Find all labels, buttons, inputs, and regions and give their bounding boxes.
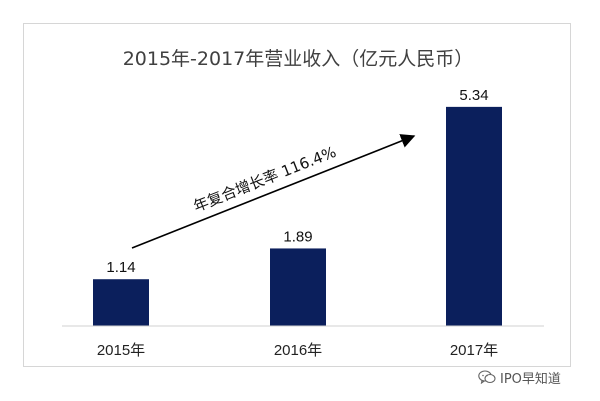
- bar-2: [270, 248, 326, 326]
- wechat-icon: [478, 370, 496, 384]
- chart-title: 2015年-2017年营业收入（亿元人民币）: [123, 48, 474, 70]
- watermark: IPO早知道: [478, 368, 561, 387]
- x-tick-label-3: 2017年: [450, 342, 498, 359]
- value-label-2: 1.89: [283, 228, 312, 245]
- bar-1: [93, 279, 149, 326]
- growth-arrow: [131, 134, 416, 249]
- x-tick-label-1: 2015年: [97, 342, 145, 359]
- value-label-1: 1.14: [106, 259, 135, 276]
- bar-3: [446, 106, 502, 327]
- bar-chart: 2015年-2017年营业收入（亿元人民币） 1.14 2015年 1.89 2016…: [62, 48, 544, 359]
- value-label-3: 5.34: [459, 87, 488, 104]
- x-tick-label-2: 2016年: [274, 342, 322, 359]
- growth-annotation: 年复合增长率 116.4%: [191, 143, 339, 216]
- watermark-text: IPO早知道: [500, 371, 561, 387]
- chart-frame: 2015年-2017年营业收入（亿元人民币） 1.14 2015年 1.89 2016…: [23, 23, 571, 367]
